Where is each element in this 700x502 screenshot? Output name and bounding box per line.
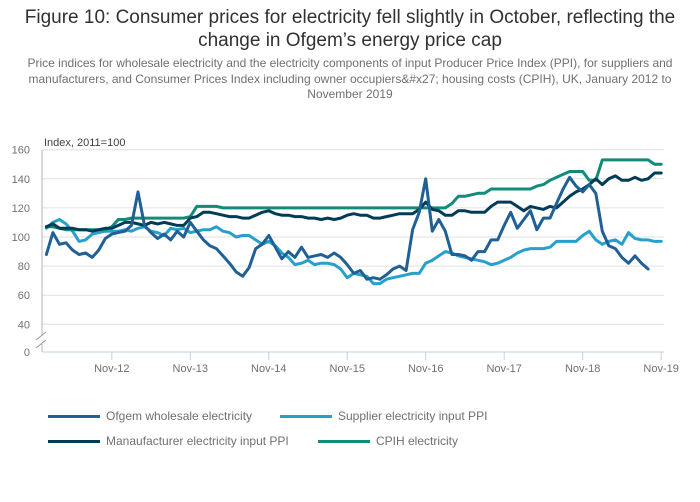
y-tick-label: 100: [12, 232, 30, 244]
series-line-ofgem-wholesale-electricity[interactable]: [44, 175, 650, 281]
x-tick-label: Nov-15: [330, 363, 365, 375]
legend-item-ofgem[interactable]: Ofgem wholesale electricity: [48, 408, 252, 424]
y-tick-label: 120: [12, 203, 30, 215]
x-tick-label: Nov-19: [643, 363, 678, 375]
legend-swatch-cpih: [318, 439, 370, 443]
axis-break-mark: [35, 339, 47, 349]
legend-swatch-supplier: [280, 414, 332, 418]
y-tick-label: 0: [24, 347, 30, 359]
line-chart: 0 40 60 80 100 120 140 160 Nov-12 Nov-13 Nov-14 Nov…: [12, 137, 679, 375]
legend-swatch-ofgem: [48, 414, 100, 418]
y-tick-label: 40: [18, 319, 30, 331]
legend-label: CPIH electricity: [376, 434, 459, 448]
y-tick-label: 140: [12, 174, 30, 186]
chart-title: Figure 10: Consumer prices for electrici…: [24, 7, 676, 51]
legend-item-cpih[interactable]: CPIH electricity: [318, 433, 458, 449]
x-tick-label: Nov-17: [486, 363, 521, 375]
series-line-manaufacturer-electricity-input-ppi[interactable]: [44, 171, 663, 233]
legend-item-manufacturer[interactable]: Manaufacturer electricity input PPI: [48, 433, 289, 449]
legend-label: Supplier electricity input PPI: [338, 409, 488, 423]
y-tick-label: 80: [18, 261, 30, 273]
y-tick-label: 60: [18, 290, 30, 302]
series-line-cpih-electricity[interactable]: [44, 158, 663, 232]
x-tick-label: Nov-13: [173, 363, 208, 375]
x-tick-label: Nov-18: [565, 363, 600, 375]
legend-label: Manaufacturer electricity input PPI: [106, 434, 289, 448]
x-tick-label: Nov-12: [94, 363, 129, 375]
axis-break-mark: [35, 331, 47, 341]
x-tick-label: Nov-14: [251, 363, 286, 375]
y-axis-label: Index, 2011=100: [44, 137, 125, 149]
legend-label: Ofgem wholesale electricity: [106, 409, 253, 423]
chart-subtitle: Price indices for wholesale electricity …: [27, 56, 673, 101]
legend-swatch-manufacturer: [48, 439, 100, 443]
legend-item-supplier[interactable]: Supplier electricity input PPI: [280, 408, 487, 424]
x-tick-label: Nov-16: [408, 363, 443, 375]
y-tick-label: 160: [12, 145, 30, 157]
